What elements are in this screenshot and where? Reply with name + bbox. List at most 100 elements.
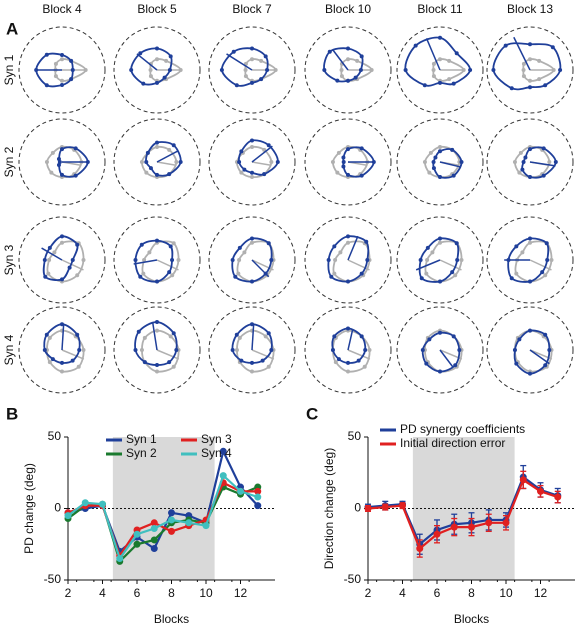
x-tick-label: 4: [99, 586, 106, 600]
series-point: [237, 487, 244, 495]
baseline-point: [170, 273, 175, 278]
baseline-point: [438, 240, 442, 245]
block-point: [528, 85, 532, 90]
block-point: [85, 160, 90, 164]
block-point: [413, 43, 418, 48]
block-point: [427, 337, 432, 342]
series-point: [502, 519, 510, 527]
x-tick-label: 12: [234, 586, 248, 600]
outer-circle: [113, 26, 201, 114]
baseline-point: [47, 335, 52, 340]
block-point: [438, 369, 442, 374]
outer-circle: [113, 118, 201, 206]
block-point: [250, 279, 254, 284]
block-point: [266, 143, 271, 148]
row-label: Syn 1: [2, 54, 16, 85]
baseline-point: [237, 335, 242, 340]
block-point: [543, 83, 548, 88]
baseline-point: [431, 74, 436, 79]
outer-circle: [486, 306, 574, 394]
block-point: [167, 68, 172, 72]
block-point: [136, 329, 141, 334]
outer-circle: [486, 118, 574, 206]
block-point: [263, 271, 268, 276]
block-point: [346, 360, 350, 365]
block-point: [269, 348, 274, 352]
baseline-point: [537, 77, 542, 82]
block-point: [550, 45, 555, 50]
block-point: [329, 274, 334, 279]
block-point: [145, 150, 150, 155]
baseline-pd-line: [251, 349, 275, 360]
baseline-point: [142, 335, 147, 340]
block-point: [346, 147, 350, 152]
block-point: [528, 236, 532, 241]
block-point: [263, 54, 268, 59]
block-point: [174, 348, 179, 352]
block-point: [250, 46, 254, 51]
baseline-point: [528, 78, 532, 83]
block-point: [60, 172, 64, 177]
baseline-point: [239, 170, 244, 175]
row-label: Syn 2: [2, 146, 16, 177]
block-point: [521, 160, 526, 164]
baseline-pd-line: [61, 259, 84, 271]
block-point: [50, 357, 55, 362]
series-point: [168, 516, 175, 524]
block-pd-line: [513, 36, 531, 71]
block-point: [359, 334, 364, 339]
baseline-point: [521, 68, 526, 72]
block-pd-line: [529, 161, 556, 167]
series-point: [116, 555, 124, 563]
outer-circle: [18, 216, 106, 304]
series-point: [254, 493, 262, 501]
block-point: [34, 68, 39, 72]
baseline-point: [144, 170, 149, 175]
block-point: [346, 279, 350, 284]
block-point: [451, 81, 456, 86]
baseline-point: [171, 241, 176, 246]
block-point: [73, 173, 78, 178]
baseline-point: [273, 68, 278, 72]
block-point: [168, 54, 173, 59]
block-point: [540, 270, 545, 275]
legend-label: Syn 2: [126, 446, 157, 460]
outer-circle: [18, 118, 106, 206]
block-point: [424, 361, 429, 366]
series-point: [150, 545, 158, 553]
baseline-point: [346, 369, 350, 374]
baseline-point: [543, 273, 548, 278]
baseline-point: [520, 250, 525, 255]
block-point: [438, 175, 442, 180]
baseline-point: [83, 68, 88, 72]
baseline-point: [362, 364, 367, 369]
block-point: [425, 245, 430, 250]
block-point: [420, 348, 425, 352]
baseline-point: [47, 360, 52, 365]
block-point: [234, 332, 239, 337]
block-pd-line: [133, 259, 158, 265]
series-point: [219, 472, 227, 480]
outer-circle: [208, 118, 296, 206]
panel-label: B: [6, 404, 18, 423]
baseline-point: [250, 369, 254, 374]
baseline-point: [346, 57, 350, 62]
baseline-point: [367, 348, 372, 352]
legend-label: Initial direction error: [400, 436, 505, 450]
block-point: [67, 265, 72, 270]
block-point: [364, 239, 369, 244]
block-point: [139, 242, 144, 247]
series-point: [254, 487, 262, 495]
block-point: [170, 258, 175, 262]
panel-label: C: [306, 404, 318, 423]
block-point: [250, 170, 254, 175]
x-axis-label: Blocks: [454, 612, 489, 626]
baseline-point: [139, 160, 144, 164]
block-point: [260, 358, 265, 363]
baseline-point: [346, 240, 350, 245]
block-point: [155, 140, 159, 145]
block-point: [250, 236, 254, 241]
series-point: [168, 509, 175, 517]
block-point: [70, 358, 75, 363]
block-point: [346, 326, 350, 331]
